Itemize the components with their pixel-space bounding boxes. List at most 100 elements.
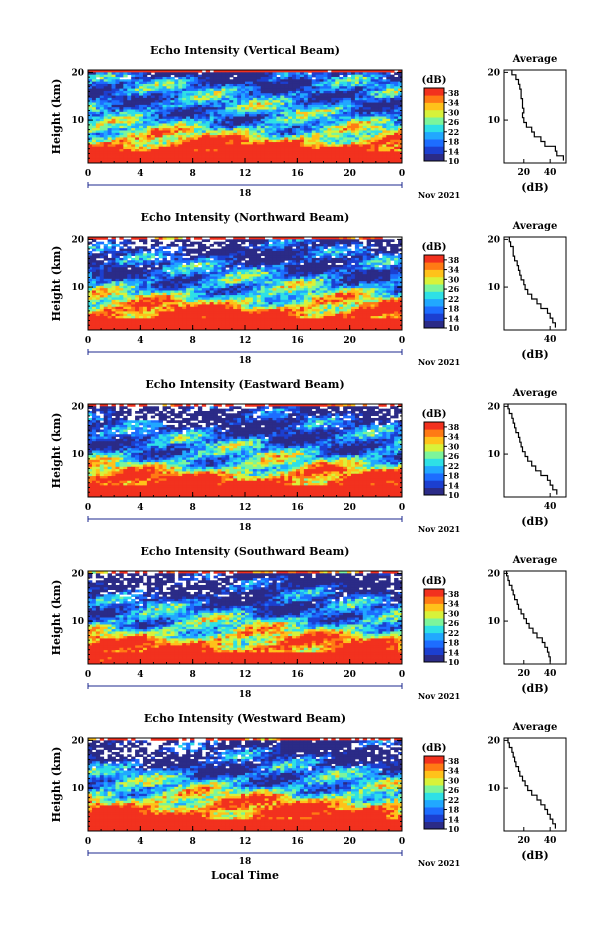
heatmap-cell <box>264 111 269 115</box>
heatmap-cell <box>88 102 93 106</box>
heatmap-cell <box>398 278 403 282</box>
heatmap-cell <box>115 100 120 103</box>
heatmap-cell <box>150 109 156 113</box>
heatmap-cell <box>237 95 242 99</box>
heatmap-cell <box>241 264 246 268</box>
heatmap-cell <box>139 81 144 85</box>
heatmap-cell <box>225 109 230 113</box>
heatmap-cell <box>119 74 124 78</box>
heatmap-cell <box>284 243 289 247</box>
heatmap-cell <box>264 158 269 162</box>
heatmap-cell <box>386 257 391 261</box>
heatmap-cell <box>115 93 120 96</box>
heatmap-cell <box>135 290 140 294</box>
heatmap-cell <box>135 151 140 155</box>
heatmap-cell <box>378 132 383 136</box>
heatmap-cell <box>123 97 128 101</box>
heatmap-cell <box>307 132 313 136</box>
heatmap-cell <box>394 288 399 291</box>
heatmap-cell <box>350 285 356 289</box>
heatmap-cell <box>260 104 266 108</box>
heatmap-cell <box>186 271 191 275</box>
heatmap-cell <box>150 116 156 120</box>
heatmap-cell <box>225 128 230 131</box>
heatmap-cell <box>95 135 101 138</box>
heatmap-cell <box>296 97 301 101</box>
heatmap-cell <box>311 130 317 134</box>
heatmap-cell <box>221 132 226 136</box>
heatmap-cell <box>162 114 167 117</box>
heatmap-cell <box>237 123 242 127</box>
heatmap-cell <box>331 142 336 145</box>
heatmap-cell <box>303 255 309 259</box>
heatmap-cell <box>135 255 140 259</box>
heatmap-cell <box>88 81 93 85</box>
heatmap-cell <box>292 271 297 275</box>
heatmap-cell <box>303 144 309 148</box>
heatmap-cell <box>319 144 324 148</box>
heatmap-cell <box>115 243 120 247</box>
heatmap-cell <box>260 146 266 150</box>
heatmap-cell <box>370 257 375 261</box>
heatmap-cell <box>311 95 317 99</box>
heatmap-cell <box>107 281 112 284</box>
heatmap-cell <box>347 86 352 90</box>
heatmap-cell <box>91 260 97 263</box>
heatmap-cell <box>217 253 222 257</box>
heatmap-cell <box>162 237 167 240</box>
heatmap-cell <box>205 271 211 275</box>
heatmap-cell <box>233 271 238 275</box>
heatmap-cell <box>327 269 332 273</box>
heatmap-cell <box>382 156 387 159</box>
heatmap-cell <box>315 74 320 78</box>
heatmap-cell <box>119 274 124 277</box>
heatmap-cell <box>378 95 383 99</box>
heatmap-cell <box>260 237 266 240</box>
heatmap-cell <box>162 255 167 259</box>
heatmap-cell <box>103 88 109 92</box>
heatmap-cell <box>382 153 387 157</box>
heatmap-cell <box>366 104 372 108</box>
heatmap-cell <box>370 123 375 127</box>
heatmap-cell <box>268 102 273 106</box>
heatmap-cell <box>362 257 368 261</box>
heatmap-cell <box>358 253 364 257</box>
heatmap-cell <box>190 93 195 96</box>
heatmap-cell <box>276 102 281 106</box>
heatmap-cell <box>154 274 160 277</box>
heatmap-cell <box>205 160 211 164</box>
heatmap-cell <box>362 100 368 103</box>
heatmap-cell <box>158 290 163 294</box>
heatmap-cell <box>256 153 262 157</box>
heatmap-cell <box>311 104 317 108</box>
heatmap-cell <box>398 239 403 243</box>
heatmap-cell <box>107 239 112 243</box>
heatmap-cell <box>358 237 364 240</box>
heatmap-cell <box>296 253 301 257</box>
heatmap-cell <box>178 144 183 148</box>
heatmap-cell <box>260 79 266 83</box>
heatmap-cell <box>307 274 313 277</box>
heatmap-cell <box>362 116 368 120</box>
heatmap-cell <box>374 88 379 92</box>
heatmap-cell <box>264 83 269 87</box>
heatmap-cell <box>374 125 379 129</box>
heatmap-cell <box>146 160 152 164</box>
heatmap-cell <box>335 239 340 243</box>
heatmap-cell <box>186 104 191 108</box>
heatmap-cell <box>354 123 360 127</box>
heatmap-cell <box>162 146 167 150</box>
heatmap-cell <box>115 274 120 277</box>
heatmap-cell <box>296 144 301 148</box>
heatmap-cell <box>245 121 250 124</box>
heatmap-cell <box>327 146 332 150</box>
heatmap-cell <box>142 267 148 270</box>
heatmap-cell <box>95 278 101 282</box>
heatmap-cell <box>319 271 324 275</box>
heatmap-cell <box>111 132 116 136</box>
heatmap-cell <box>292 264 297 268</box>
heatmap-cell <box>190 241 195 245</box>
heatmap-cell <box>166 250 171 254</box>
heatmap-cell <box>166 79 171 83</box>
heatmap-cell <box>91 151 97 155</box>
